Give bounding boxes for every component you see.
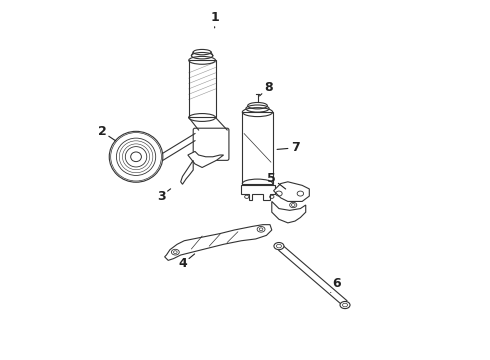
Polygon shape [272,202,306,223]
Text: 6: 6 [331,277,341,293]
Bar [243,112,272,184]
Bar [189,60,216,117]
Text: 2: 2 [98,125,116,141]
Text: 1: 1 [210,11,219,28]
Text: 3: 3 [157,189,171,203]
Polygon shape [181,160,193,184]
Polygon shape [242,185,275,200]
Ellipse shape [274,243,284,249]
Polygon shape [188,152,223,167]
Text: 4: 4 [178,254,195,270]
Polygon shape [273,182,309,202]
Polygon shape [279,246,347,306]
Ellipse shape [340,301,350,309]
Text: 5: 5 [268,172,286,189]
Text: 8: 8 [260,81,272,96]
Text: 7: 7 [277,141,299,154]
Polygon shape [165,225,272,260]
Ellipse shape [131,152,142,162]
